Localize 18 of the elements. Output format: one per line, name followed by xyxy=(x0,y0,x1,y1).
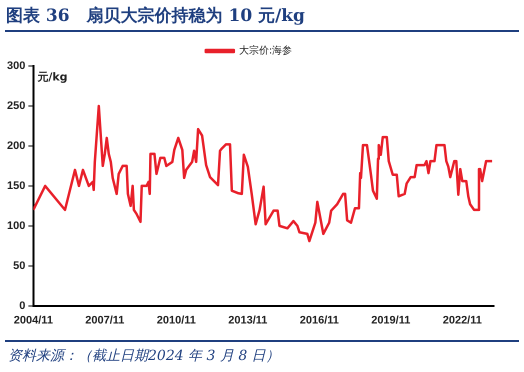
x-tick-label: 2013/11 xyxy=(228,314,268,326)
chart-title: 图表 36 扇贝大宗价持稳为 10 元/kg xyxy=(6,5,305,27)
y-tick-label: 200 xyxy=(6,140,26,152)
y-tick-label: 250 xyxy=(6,100,26,112)
y-tick-label: 100 xyxy=(6,220,26,232)
y-tick-label: 50 xyxy=(13,260,26,272)
x-tick-label: 2007/11 xyxy=(85,314,124,326)
y-tick-label: 0 xyxy=(19,300,26,312)
x-tick-label: 2019/11 xyxy=(371,314,410,326)
x-tick-label: 2004/11 xyxy=(14,314,53,326)
y-tick-label: 300 xyxy=(6,60,26,72)
y-axis-title: 元/kg xyxy=(36,70,68,84)
legend-label: 大宗价:海参 xyxy=(238,44,292,57)
text: 资料来源：（截止日期2024 年 3 月 8 日） xyxy=(8,347,280,365)
x-tick-label: 2016/11 xyxy=(300,314,339,326)
x-tick-label: 2022/11 xyxy=(442,314,482,326)
y-tick-label: 150 xyxy=(6,180,26,192)
x-tick-label: 2010/11 xyxy=(156,314,196,326)
